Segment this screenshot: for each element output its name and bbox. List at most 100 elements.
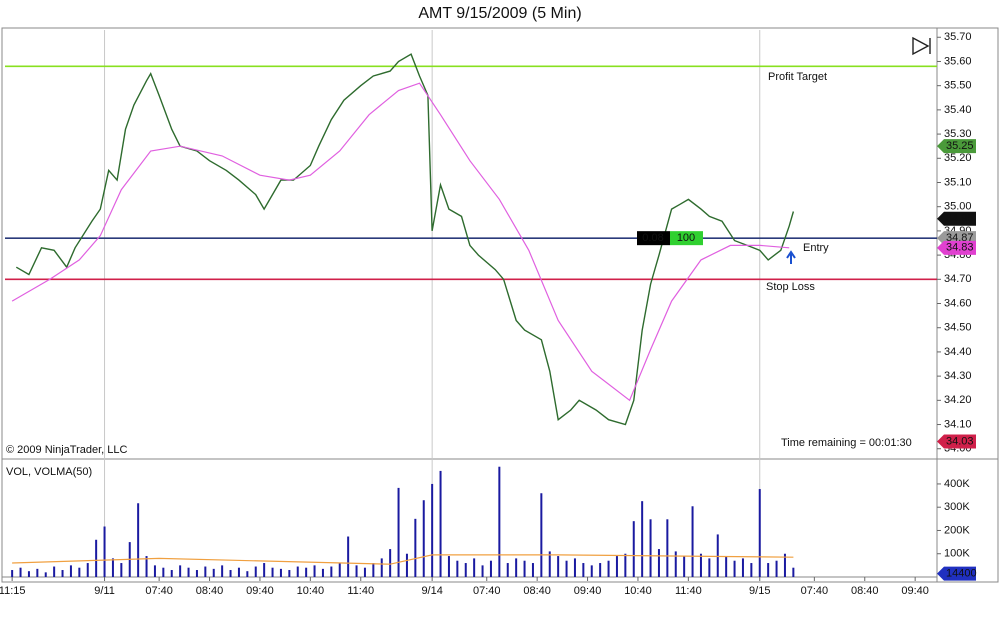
y-tick-label: 35.10 (944, 176, 972, 188)
volume-bar (355, 565, 358, 577)
volume-bar (699, 553, 702, 577)
volume-bar (657, 549, 660, 577)
y-tick-label: 300K (944, 501, 970, 513)
volume-bar (473, 558, 476, 577)
volume-bar (330, 566, 333, 577)
volume-bar (204, 566, 207, 577)
volume-bar (531, 563, 534, 577)
volume-flag-label: 14400 (946, 568, 977, 580)
volume-bar (775, 560, 778, 577)
volume-bar (615, 556, 618, 577)
volume-bar (582, 563, 585, 577)
line-series (11, 82, 790, 402)
volume-bar (246, 571, 249, 577)
x-tick-label: 11:40 (347, 585, 374, 597)
level-label: Stop Loss (766, 281, 815, 293)
volume-bar (111, 558, 114, 577)
volume-bar (741, 558, 744, 577)
y-tick-label: 35.30 (944, 128, 972, 140)
price-flag-label: 34.03 (946, 435, 974, 447)
level-label: Entry (803, 242, 829, 254)
volume-bar (103, 526, 106, 577)
volume-bar (414, 518, 417, 577)
volume-bar (573, 558, 576, 577)
volume-bar (691, 506, 694, 577)
volume-bar (557, 556, 560, 577)
volume-bar (674, 551, 677, 577)
volume-bar (767, 563, 770, 577)
entry-arrow (786, 250, 796, 264)
time-remaining: Time remaining = 00:01:30 (781, 437, 912, 449)
volume-bar (229, 570, 232, 577)
x-tick-label: 9/15 (749, 585, 770, 597)
volume-bar (716, 534, 719, 577)
price-flag (937, 211, 976, 226)
copyright: © 2009 NinjaTrader, LLC (6, 444, 127, 456)
x-tick-label: 9/14 (421, 585, 442, 597)
x-tick-label: 11:40 (675, 585, 702, 597)
volume-bar (69, 565, 72, 577)
volume-bar (456, 560, 459, 577)
volume-bar (44, 572, 47, 577)
volume-bar (78, 567, 81, 577)
volume-bar (481, 565, 484, 577)
price-flag-label: 34.95 (946, 213, 974, 225)
volume-bar (296, 566, 299, 577)
volume-bar (464, 563, 467, 577)
volume-bar (170, 570, 173, 577)
volume-bar (187, 567, 190, 577)
volume-bar (792, 567, 795, 577)
volume-bar (607, 560, 610, 577)
price-flag (937, 139, 976, 154)
x-tick-label: 08:40 (196, 585, 224, 597)
volume-title: VOL, VOLMA(50) (6, 466, 92, 478)
volume-bar (27, 571, 30, 577)
x-tick-label: 9/11 (94, 585, 115, 597)
quantity-label: 100 (677, 232, 695, 244)
quantity-box (670, 231, 703, 246)
y-tick-label: 35.70 (944, 31, 972, 43)
x-tick-label: 10:40 (624, 585, 652, 597)
volume-bar (641, 501, 644, 577)
y-tick-label: 34.30 (944, 370, 972, 382)
volume-bar (540, 493, 543, 577)
volume-bar (380, 558, 383, 577)
x-tick-label: 09:40 (574, 585, 602, 597)
y-tick-label: 34.40 (944, 346, 972, 358)
volume-bar (153, 565, 156, 577)
volume-bar (624, 553, 627, 577)
volume-bar (137, 503, 140, 577)
volume-bar (783, 553, 786, 577)
volume-bar (53, 566, 56, 577)
x-tick-label: 07:40 (145, 585, 173, 597)
x-tick-label: 07:40 (801, 585, 829, 597)
line-series (12, 554, 794, 565)
volume-bar (489, 560, 492, 577)
x-tick-label: 11:15 (0, 585, 25, 597)
y-tick-label: 35.40 (944, 104, 972, 116)
volume-bar (237, 567, 240, 577)
x-tick-label: 08:40 (851, 585, 879, 597)
volume-bar (649, 519, 652, 577)
volume-bar (363, 567, 366, 577)
y-tick-label: 35.60 (944, 55, 972, 67)
x-tick-label: 07:40 (473, 585, 501, 597)
y-tick-label: 34.60 (944, 297, 972, 309)
volume-bar (61, 570, 64, 577)
x-tick-label: 08:40 (523, 585, 551, 597)
volume-flag (937, 566, 976, 581)
volume-bar (271, 567, 274, 577)
y-tick-label: 35.00 (944, 201, 972, 213)
volume-bar (145, 556, 148, 577)
y-tick-label: 34.50 (944, 322, 972, 334)
volume-bar (498, 466, 501, 577)
volume-bar (19, 567, 22, 577)
volume-bar (195, 570, 198, 577)
volume-bar (179, 565, 182, 577)
volume-bar (305, 567, 308, 577)
pnl-box (637, 231, 670, 246)
volume-bar (599, 563, 602, 577)
y-tick-label: 34.70 (944, 273, 972, 285)
